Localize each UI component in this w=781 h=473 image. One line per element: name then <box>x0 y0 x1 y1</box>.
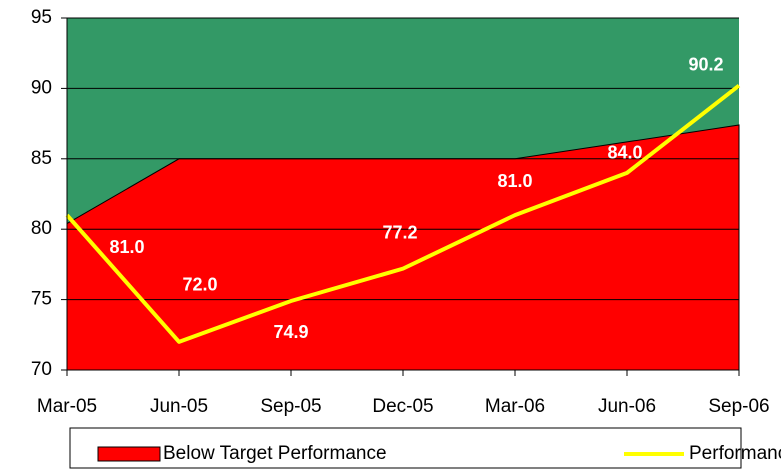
x-tick-label: Jun-06 <box>598 396 656 417</box>
y-tick-label: 95 <box>31 7 52 28</box>
data-label: 72.0 <box>182 275 217 295</box>
y-tick-label: 80 <box>31 218 52 239</box>
line <box>65 84 741 344</box>
x-tick-label: Mar-05 <box>37 396 97 417</box>
y-tick-label: 85 <box>31 148 52 169</box>
y-tick-label: 75 <box>31 289 52 310</box>
x-tick-label: Dec-05 <box>372 396 433 417</box>
legend-label: Below Target Performance <box>163 443 387 464</box>
x-tick-label: Sep-06 <box>708 396 769 417</box>
x-tick-label: Mar-06 <box>485 396 545 417</box>
data-label: 84.0 <box>607 143 642 163</box>
legend <box>69 427 742 469</box>
x-tick-label: Sep-05 <box>260 396 321 417</box>
data-label: 77.2 <box>382 222 417 242</box>
y-tick-label: 70 <box>31 359 52 380</box>
data-label: 81.0 <box>497 171 532 191</box>
data-label: 74.9 <box>273 322 308 342</box>
y-tick-label: 90 <box>31 77 52 98</box>
legend-label: Performance <box>689 443 781 464</box>
data-label: 90.2 <box>688 54 723 74</box>
legend-swatch <box>97 446 161 462</box>
x-tick-label: Jun-05 <box>150 396 208 417</box>
data-label: 81.0 <box>109 237 144 257</box>
